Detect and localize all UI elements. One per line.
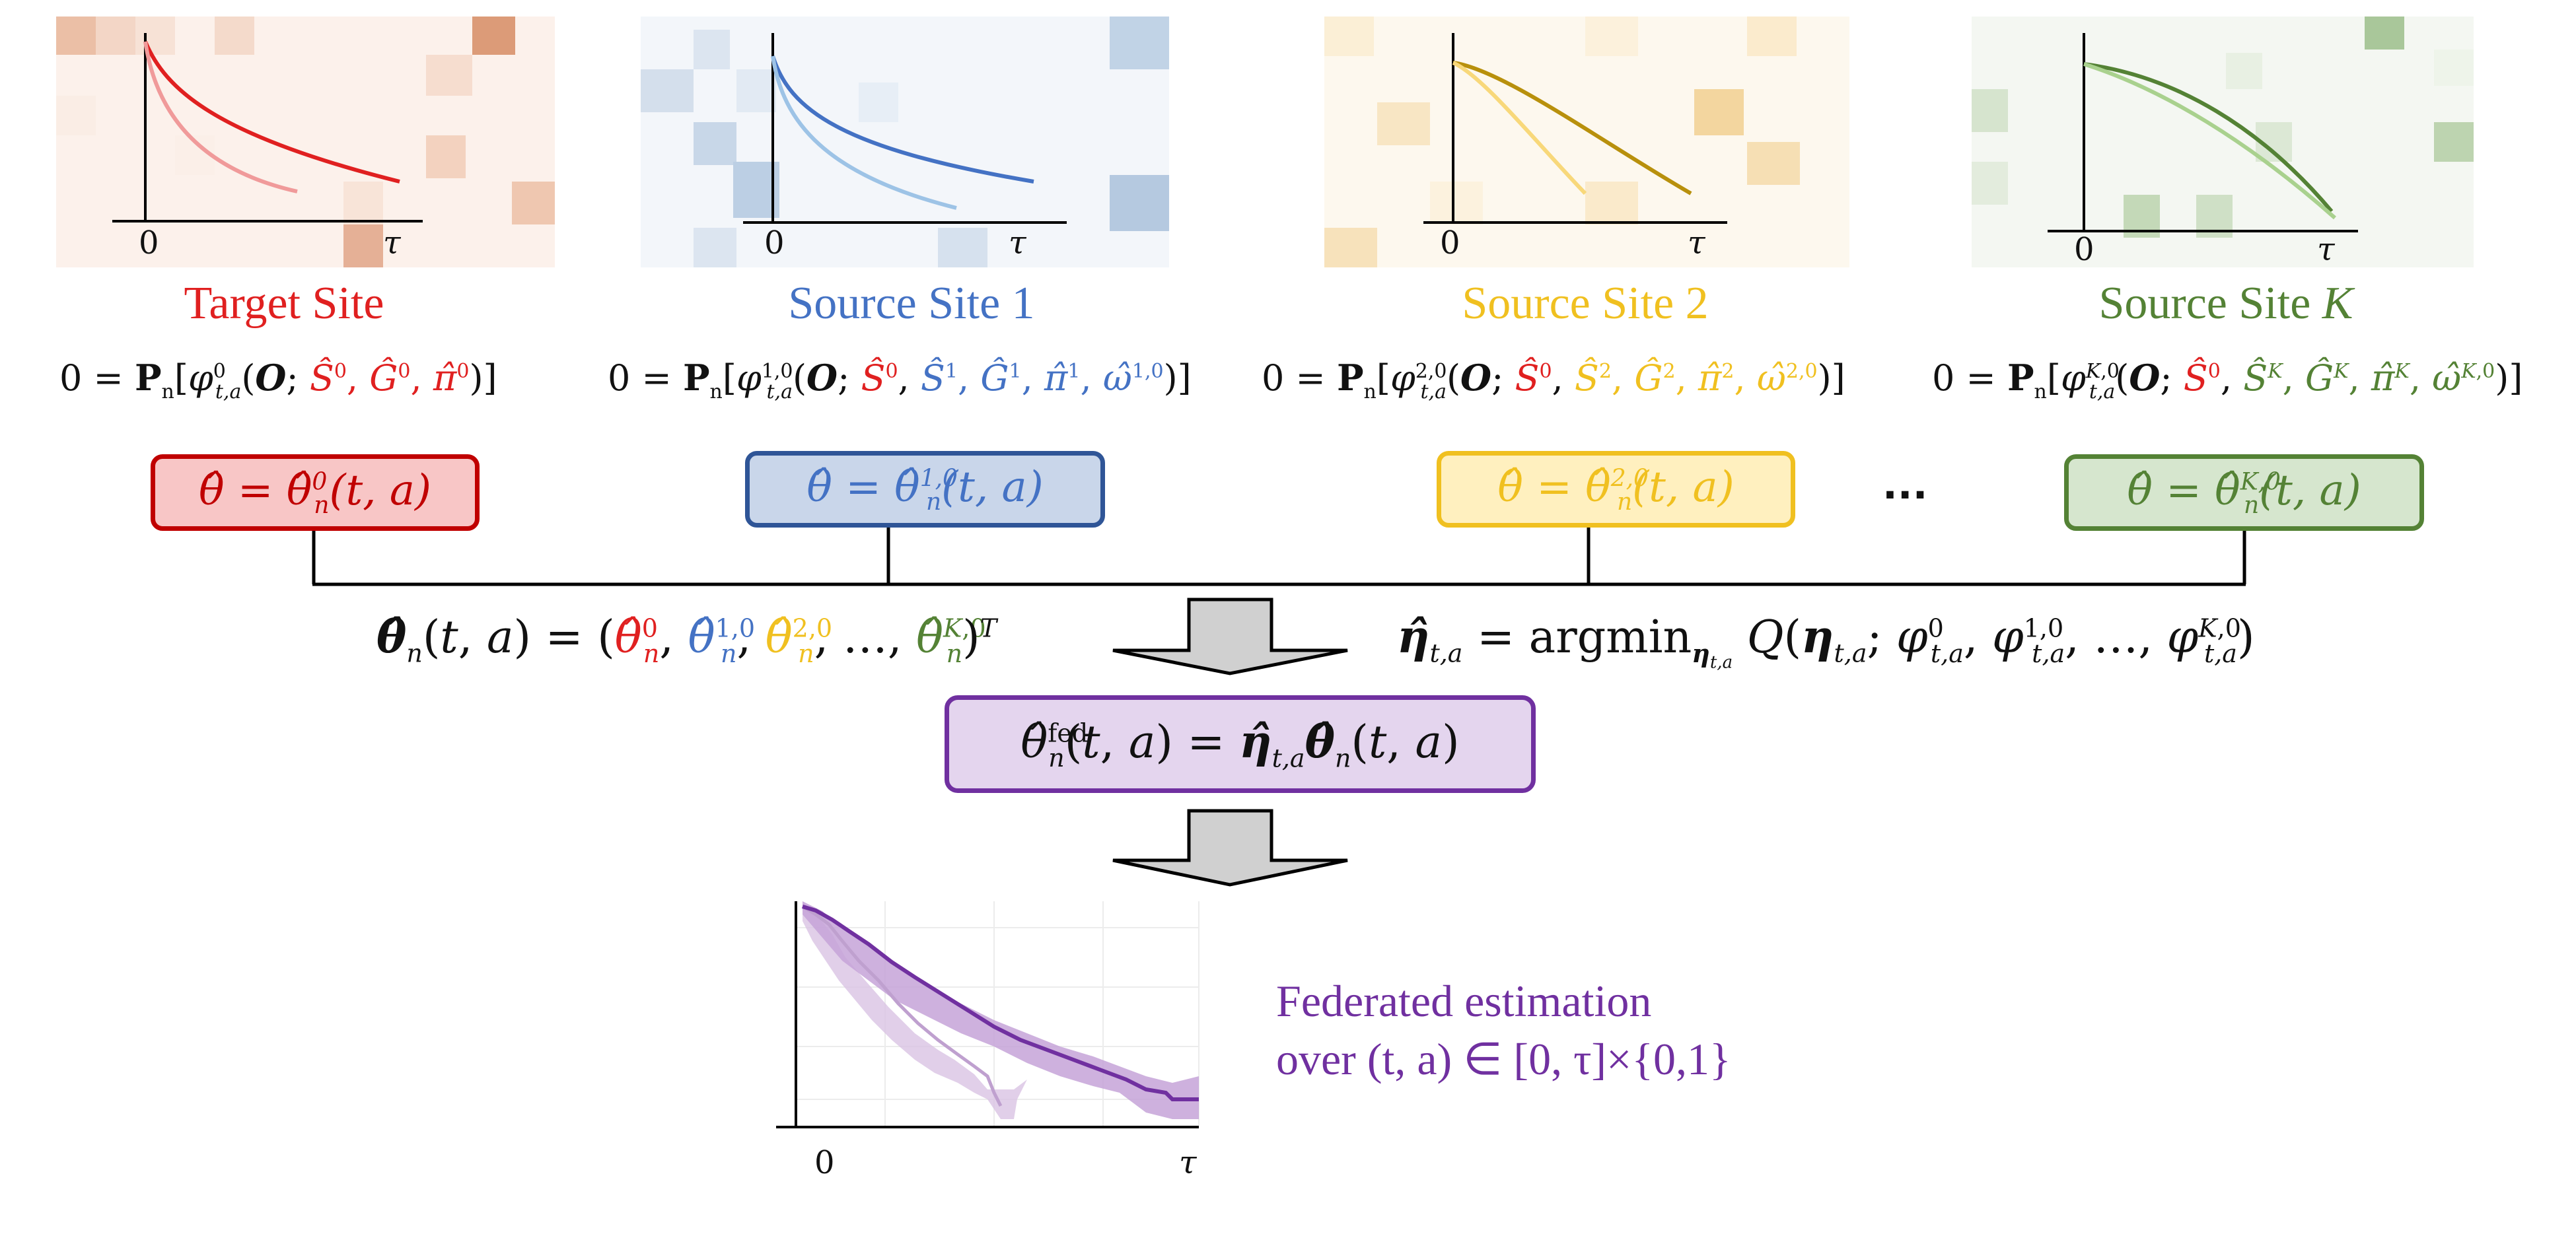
federated-estimator-box: θ̂fedn(t, a) = η̂t,aθ̂n(t, a): [945, 695, 1536, 793]
federated-estimator-text: θ̂fedn(t, a) = η̂t,aθ̂n(t, a): [1020, 715, 1460, 773]
stacked-theta-equation: θ̂n(t, a) = (θ̂0n, θ̂1,0n, θ̂2,0n, …, θ̂…: [376, 611, 997, 668]
federated-caption-line-2: over (t, a) ∈ [0, τ]×{0,1}: [1276, 1034, 1731, 1084]
federated-km-plot: [776, 901, 1215, 1146]
sourcek-estimating-equation: 0 = Pn[φK,0t,a(O; Ŝ0, ŜK, ĜK, π̂K, ω̂K,0…: [1932, 357, 2523, 403]
source-site-k-title: Source Site K: [2061, 277, 2391, 330]
source-site-k-title-prefix: Source Site: [2098, 278, 2322, 329]
source-site-2-title: Source Site 2: [1462, 278, 1709, 329]
source2-theta-box: θ̂ = θ̂2,0n(t, a): [1437, 451, 1795, 528]
source2-estimating-equation: 0 = Pn[φ2,0t,a(O; Ŝ0, Ŝ2, Ĝ2, π̂2, ω̂2,0…: [1262, 357, 1845, 403]
target-theta-box: θ̂ = θ̂0n(t, a): [151, 454, 480, 531]
federated-caption-line-1: Federated estimation: [1276, 976, 1652, 1026]
source1-axis-tau: τ: [1009, 224, 1026, 261]
target-estimating-equation: 0 = Pn[φ0t,a(O; Ŝ0, Ĝ0, π̂0)]: [59, 357, 497, 403]
source2-eq-lead: 0 =: [1262, 357, 1337, 399]
result-axis-zero: 0: [814, 1144, 835, 1181]
target-axis-tau: τ: [383, 224, 401, 261]
down-arrow-2: [1112, 809, 1348, 887]
sourcek-eq-lead: 0 =: [1932, 357, 2007, 399]
source2-axis-tau: τ: [1688, 224, 1705, 261]
source-site-1-plot: [641, 17, 1169, 267]
source-site-k-plot: [1972, 17, 2474, 267]
sourcek-theta-text: θ̂ = θ̂K,0n(t, a): [2127, 465, 2361, 520]
source-site-1-title: Source Site 1: [788, 278, 1035, 329]
source1-eq-lead: 0 =: [608, 357, 683, 399]
target-site-title: Target Site: [184, 278, 384, 329]
sourcek-axis-tau: τ: [2317, 231, 2335, 268]
source2-axis-zero: 0: [1440, 224, 1460, 261]
weight-equation: η̂t,a = argminηt,a Q(ηt,a; φ0t,a, φ1,0t,…: [1397, 611, 2255, 673]
target-axis-zero: 0: [139, 224, 159, 261]
down-arrow-1: [1112, 598, 1348, 675]
source-site-2-plot: [1324, 17, 1849, 267]
source2-theta-text: θ̂ = θ̂2,0n(t, a): [1497, 462, 1735, 516]
source1-estimating-equation: 0 = Pn[φ1,0t,a(O; Ŝ0, Ŝ1, Ĝ1, π̂1, ω̂1,0…: [608, 357, 1192, 403]
sourcek-axis-zero: 0: [2074, 231, 2094, 268]
sourcek-theta-box: θ̂ = θ̂K,0n(t, a): [2064, 454, 2424, 531]
source1-axis-zero: 0: [764, 224, 785, 261]
ellipsis: ...: [1882, 462, 1928, 508]
target-eq-lead: 0 =: [59, 357, 135, 399]
target-site-plot: [56, 17, 555, 267]
source-site-k-title-k: K: [2322, 278, 2353, 329]
source1-theta-text: θ̂ = θ̂1,0n(t, a): [806, 462, 1044, 516]
source1-theta-box: θ̂ = θ̂1,0n(t, a): [745, 451, 1105, 528]
target-theta-text: θ̂ = θ̂0n(t, a): [199, 465, 431, 520]
result-axis-tau: τ: [1179, 1144, 1197, 1181]
